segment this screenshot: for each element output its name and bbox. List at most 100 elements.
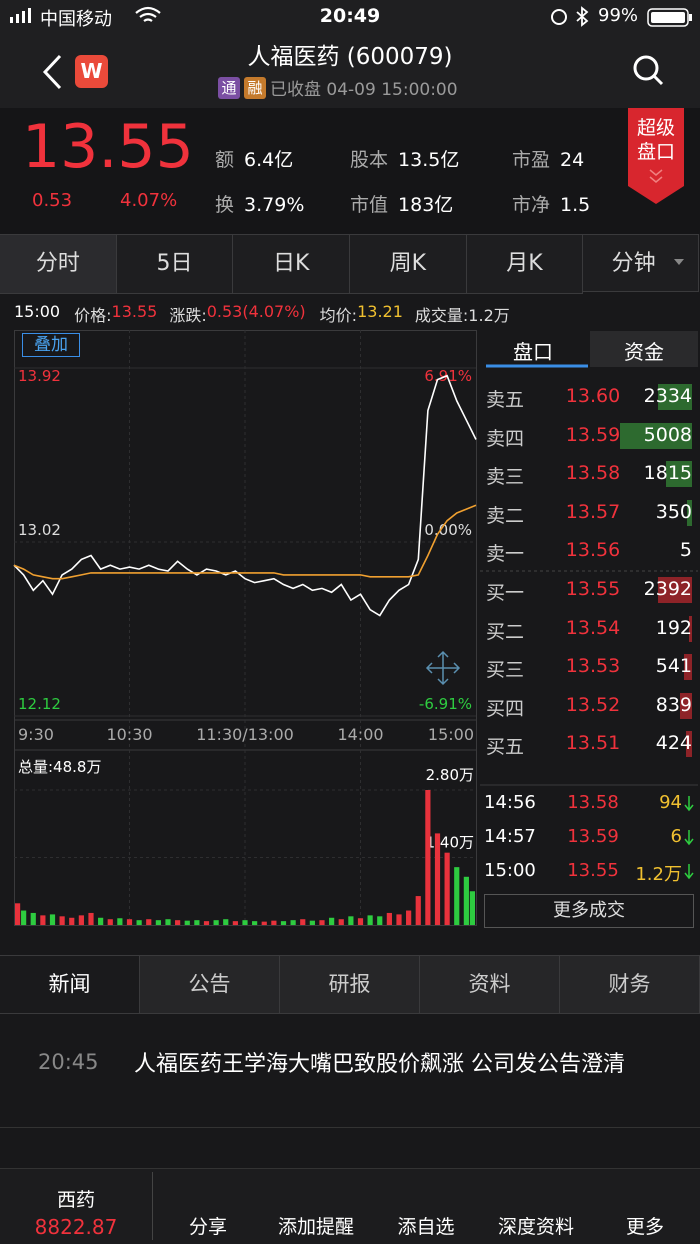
chart-tab[interactable]: 5日 [116,234,234,294]
panel-tab[interactable]: 资金 [624,340,664,364]
trade-price: 13.55 [567,860,619,881]
volume-bar [126,919,133,925]
x-tick-label: 10:30 [106,725,152,744]
index-value[interactable]: 8822.87 [34,1215,118,1239]
volume-bar [88,912,94,925]
chart-tab[interactable]: 周K [350,234,467,294]
book-price: 13.55 [565,578,621,600]
info-volume: 1.2万 [468,306,510,325]
banner-bg [628,108,684,204]
depth-bar [658,384,692,410]
news-tab[interactable]: 新闻 [0,955,140,1014]
overlay-button[interactable]: 叠加 [22,333,80,357]
stat-value: 1.5 [560,194,591,216]
bluetooth-icon [576,6,589,27]
nav-item[interactable]: 添加提醒 [277,1216,354,1238]
volume-bar [146,919,152,925]
nav-item[interactable]: 深度资料 [497,1216,574,1238]
book-volume: 350 [655,500,692,523]
panel-tab[interactable]: 盘口 [513,340,553,364]
volume-bar [155,920,161,925]
trade-arrow [684,830,694,846]
index-name[interactable]: 西药 [56,1189,95,1211]
book-price: 13.53 [565,655,621,678]
volume-bar [117,918,123,925]
depth-bar [684,654,692,681]
news-tab[interactable]: 财务 [560,955,700,1014]
nav-item[interactable]: 分享 [188,1216,227,1238]
volume-bar [194,920,200,925]
info-line: 15:00 价格: 13.55 涨跌: 0.53(4.07%) 均价: 13.21 成交量: 1… [14,302,510,326]
volume-bar [213,920,219,925]
stat-item: 额 6.4亿 [215,145,293,172]
stat-value: 3.79% [244,194,305,216]
x-tick-label: 11:30/13:00 [196,725,294,744]
volume-bar [49,914,56,925]
info-time: 15:00 [14,302,61,321]
stat-label: 换 [215,194,235,216]
book-volume: 1815 [643,462,692,485]
trade-price: 13.58 [567,792,619,813]
news-time: 20:42 [38,1167,99,1168]
volume-title: 总量:48.8万 [18,758,101,776]
more-trades-button[interactable]: 更多成交 [484,894,694,928]
news-tab[interactable]: 资料 [420,955,560,1014]
volume-bar [98,917,104,925]
news-tab[interactable]: 研报 [280,955,420,1014]
book-volume: 2334 [643,385,692,407]
x-tick-label: 15:00 [428,725,474,744]
book-label: 卖五 [486,389,525,411]
volume-bar [280,921,287,925]
battery-percent: 99% [598,5,639,26]
news-tab[interactable]: 公告 [140,955,280,1014]
trade-volume: 1.2万 [635,864,682,885]
chart-tab[interactable]: 日K [233,234,350,294]
price-line [13,374,477,617]
volume-bar [223,919,229,925]
volume-bar [463,876,469,925]
stat-value: 183亿 [398,194,454,216]
chart-tab[interactable]: 月K [466,234,584,294]
volume-bar [290,920,296,925]
nav-item[interactable]: 添自选 [397,1216,455,1238]
stat-item: 市净 1.5 [512,190,590,217]
volume-bar [434,833,441,925]
battery-tip [689,14,692,21]
stat-value: 6.4亿 [244,149,294,171]
stat-item: 市盈 24 [512,145,584,172]
back-button[interactable] [42,54,62,90]
stat-label: 额 [215,149,235,171]
trade-time: 14:57 [484,826,536,847]
book-label: 卖四 [486,427,525,450]
news-title[interactable]: 人福医药王学海大嘴巴致股价飙涨 公司发公告澄清 [134,1052,625,1077]
market-status: 已收盘 04-09 15:00:00 [270,80,458,100]
stat-item: 市值 183亿 [350,190,453,217]
search-button[interactable] [633,55,664,86]
info-price-label: 价格: [74,306,112,325]
depth-bar [685,731,692,758]
stat-label: 市盈 [512,149,551,171]
y2-tick-label: -6.91% [419,695,472,713]
volume-bar [175,920,181,925]
dropdown-caret [674,259,684,265]
volume-bar [386,912,392,925]
nav-item[interactable]: 更多 [625,1216,664,1238]
volume-bar [309,920,315,925]
volume-bar [271,920,277,925]
news-time: 20:45 [38,1050,99,1074]
alarm-icon [551,9,567,25]
volume-bar [136,920,142,925]
chart-tab[interactable]: 分时 [0,234,117,294]
trade-time: 14:56 [484,792,536,813]
volume-bar [261,921,267,925]
volume-bar [78,915,84,925]
book-volume: 541 [655,655,692,678]
volume-bar [59,916,65,925]
volume-bar [21,910,27,925]
book-price: 13.56 [565,539,621,562]
book-price: 13.52 [565,693,621,716]
book-label: 买三 [486,659,525,682]
book-label: 卖二 [486,504,525,527]
signal-icon [10,8,31,23]
